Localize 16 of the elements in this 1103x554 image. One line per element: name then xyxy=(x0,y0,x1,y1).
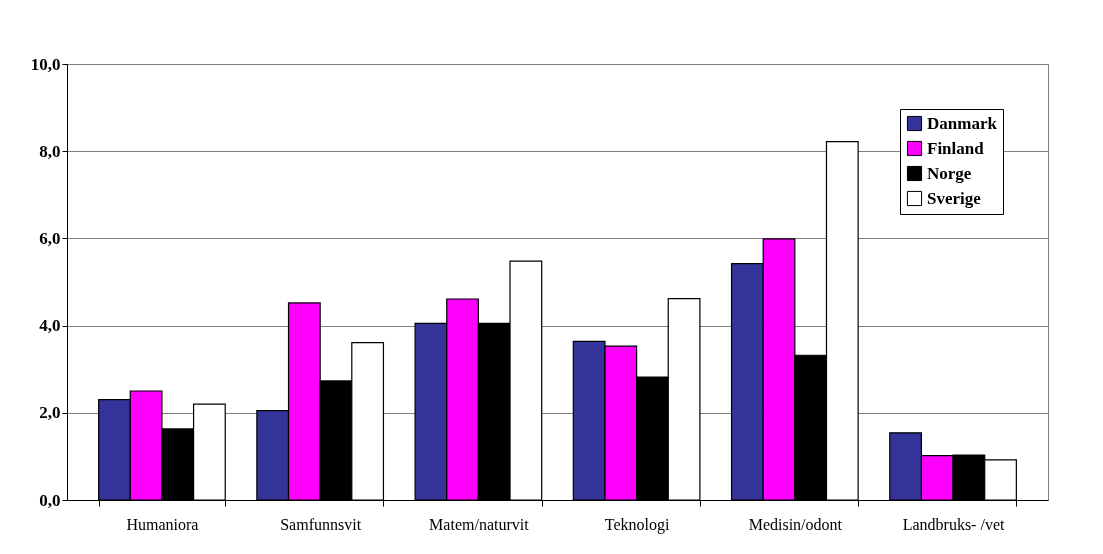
y-tick-label: 8,0 xyxy=(39,141,61,161)
x-tick-label: Matem/naturvit xyxy=(429,515,530,533)
x-tick-label: Teknologi xyxy=(604,515,670,534)
y-tick-label: 4,0 xyxy=(39,316,61,336)
x-tick-label: Medisin/odont xyxy=(748,515,843,533)
y-tick-label: 0,0 xyxy=(39,490,61,510)
y-tick-label: 6,0 xyxy=(39,228,61,248)
legend-label: Danmark xyxy=(927,113,998,133)
x-tick-label: Humaniora xyxy=(126,515,199,533)
y-tick-label: 10,0 xyxy=(30,54,61,74)
legend-label: Norge xyxy=(927,163,972,183)
x-tick-label: Landbruks- /vet xyxy=(902,515,1005,533)
y-tick-label: 2,0 xyxy=(39,403,61,423)
x-tick-label: Samfunnsvit xyxy=(280,515,362,533)
legend-label: Sverige xyxy=(927,188,982,208)
legend-label: Finland xyxy=(927,138,985,158)
